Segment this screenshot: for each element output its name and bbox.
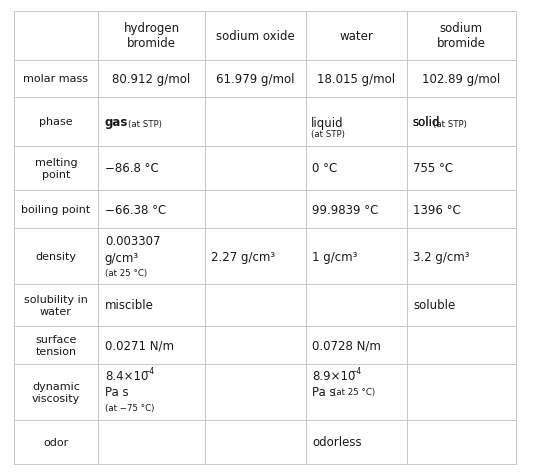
Text: sodium
bromide: sodium bromide [437,22,486,50]
Text: gas: gas [105,116,128,129]
Text: 0.003307: 0.003307 [105,234,161,247]
Bar [407,228,516,285]
Text: g/cm³: g/cm³ [105,251,139,264]
Bar [98,285,205,326]
Text: (at STP): (at STP) [128,119,162,129]
Text: molar mass: molar mass [23,74,88,84]
Bar [407,12,516,60]
Text: dynamic
viscosity: dynamic viscosity [32,381,80,403]
Bar [98,420,205,464]
Bar [407,364,516,420]
Bar [306,147,407,191]
Bar [14,326,98,364]
Text: 1396 °C: 1396 °C [413,203,461,216]
Text: phase: phase [39,117,73,127]
Bar [205,98,306,147]
Bar [306,326,407,364]
Text: 18.015 g/mol: 18.015 g/mol [317,73,395,86]
Bar [98,12,205,60]
Text: odorless: odorless [312,436,362,448]
Bar [306,364,407,420]
Bar [98,326,205,364]
Bar [14,12,98,60]
Text: Pa s: Pa s [105,386,128,398]
Text: 102.89 g/mol: 102.89 g/mol [422,73,501,86]
Text: (at −75 °C): (at −75 °C) [105,403,154,412]
Bar [205,420,306,464]
Bar [407,191,516,228]
Bar [14,191,98,228]
Text: melting
point: melting point [34,158,78,179]
Bar [205,326,306,364]
Text: (at STP): (at STP) [311,129,345,139]
Bar [14,98,98,147]
Bar [407,98,516,147]
Text: hydrogen
bromide: hydrogen bromide [123,22,180,50]
Bar [306,420,407,464]
Bar [98,228,205,285]
Text: 0 °C: 0 °C [312,162,337,175]
Bar [407,285,516,326]
Bar [205,364,306,420]
Text: water: water [339,30,373,43]
Text: boiling point: boiling point [21,205,91,215]
Text: 0.0271 N/m: 0.0271 N/m [105,339,174,352]
Text: solubility in
water: solubility in water [24,295,88,316]
Text: 99.9839 °C: 99.9839 °C [312,203,379,216]
Text: (at 25 °C): (at 25 °C) [105,269,147,278]
Text: 61.979 g/mol: 61.979 g/mol [216,73,294,86]
Text: 8.9×10: 8.9×10 [312,369,355,382]
Text: (at 25 °C): (at 25 °C) [333,387,375,397]
Text: 3.2 g/cm³: 3.2 g/cm³ [413,250,470,263]
Bar [205,191,306,228]
Bar [407,60,516,98]
Bar [14,420,98,464]
Bar [14,228,98,285]
Bar [14,147,98,191]
Text: liquid: liquid [311,116,344,129]
Text: surface
tension: surface tension [35,335,76,356]
Bar [306,191,407,228]
Bar [205,60,306,98]
Bar [205,12,306,60]
Text: 755 °C: 755 °C [413,162,453,175]
Bar [205,285,306,326]
Bar [407,147,516,191]
Text: 80.912 g/mol: 80.912 g/mol [112,73,191,86]
Text: Pa s: Pa s [312,386,336,398]
Bar [306,12,407,60]
Text: (at STP): (at STP) [433,119,467,129]
Text: density: density [35,252,76,261]
Text: 2.27 g/cm³: 2.27 g/cm³ [211,250,275,263]
Text: 8.4×10: 8.4×10 [105,369,148,382]
Text: odor: odor [43,437,69,447]
Bar [14,364,98,420]
Bar [98,98,205,147]
Bar [98,60,205,98]
Bar [306,60,407,98]
Bar [306,228,407,285]
Text: soluble: soluble [413,299,455,312]
Bar [306,98,407,147]
Text: −86.8 °C: −86.8 °C [105,162,158,175]
Bar [205,228,306,285]
Bar [98,191,205,228]
Bar [14,285,98,326]
Text: sodium oxide: sodium oxide [216,30,295,43]
Bar [98,147,205,191]
Bar [306,285,407,326]
Bar [98,364,205,420]
Text: 0.0728 N/m: 0.0728 N/m [312,339,381,352]
Bar [407,326,516,364]
Text: 1 g/cm³: 1 g/cm³ [312,250,358,263]
Text: −4: −4 [143,367,155,376]
Bar [205,147,306,191]
Bar [407,420,516,464]
Bar [14,60,98,98]
Text: miscible: miscible [105,299,154,312]
Text: solid: solid [412,116,440,129]
Text: −66.38 °C: −66.38 °C [105,203,166,216]
Text: solid: solid [412,116,440,129]
Text: −4: −4 [351,367,362,376]
